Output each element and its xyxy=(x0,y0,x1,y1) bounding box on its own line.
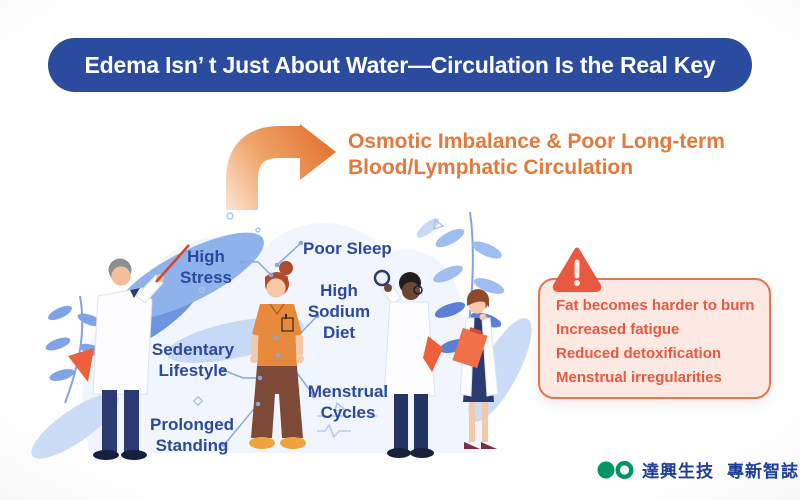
cause-heading-line2: Blood/Lymphatic Circulation xyxy=(348,156,634,179)
brand-series: 專新智誌 xyxy=(727,462,799,481)
alert-triangle-icon xyxy=(551,245,603,298)
brand-name: 達興生技 xyxy=(642,462,714,481)
scene-decorations xyxy=(192,212,445,412)
curved-arrow-icon xyxy=(220,122,338,215)
warning-item: Menstrual irregularities xyxy=(556,369,722,386)
ecg-decoration xyxy=(317,415,377,439)
factor-sedentary-lifestyle: Sedentary Lifestyle xyxy=(151,340,235,380)
title-banner: Edema Isn’ t Just About Water—Circulatio… xyxy=(48,38,752,92)
illustration-scene xyxy=(30,198,535,488)
warning-item: Reduced detoxification xyxy=(556,345,722,362)
factor-high-stress: High Stress xyxy=(180,247,232,287)
warning-item: Fat becomes harder to burn xyxy=(556,297,755,314)
factor-menstrual-cycles: Menstrual Cycles xyxy=(307,382,389,422)
two-circles-logo-icon xyxy=(597,460,634,479)
brand-footer: 達興生技 專新智誌 xyxy=(597,457,799,482)
nurse-woman xyxy=(452,289,499,449)
warning-panel: Fat becomes harder to burn Increased fat… xyxy=(538,278,771,399)
warning-item: Increased fatigue xyxy=(556,321,680,338)
factor-prolonged-standing: Prolonged Standing xyxy=(150,415,235,455)
connector-dots xyxy=(220,240,320,448)
doctor-right xyxy=(373,269,443,458)
factor-poor-sleep: Poor Sleep xyxy=(303,239,392,258)
factor-high-sodium-diet: High Sodium Diet xyxy=(307,281,371,342)
doctor-left xyxy=(68,244,190,460)
page-title: Edema Isn’ t Just About Water—Circulatio… xyxy=(84,51,716,78)
cause-heading: Osmotic Imbalance & Poor Long-term Blood… xyxy=(348,129,725,181)
patient-woman xyxy=(249,261,306,449)
cause-heading-line1: Osmotic Imbalance & Poor Long-term xyxy=(348,130,725,153)
